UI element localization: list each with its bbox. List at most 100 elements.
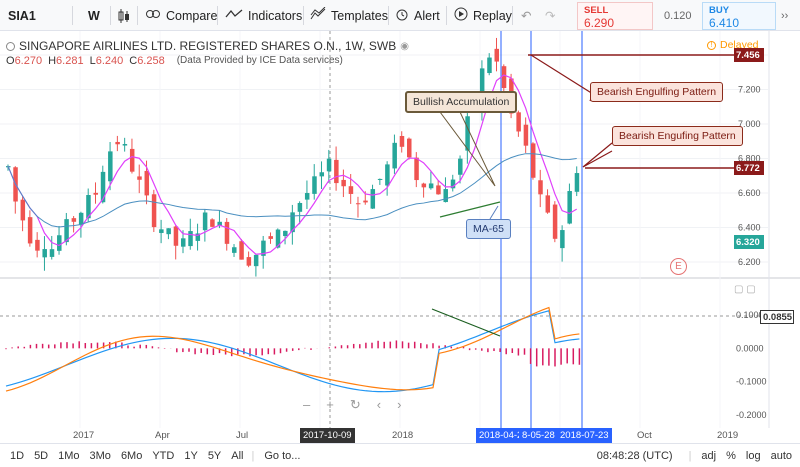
candle-body <box>377 178 383 180</box>
candle-body <box>545 195 551 213</box>
candle-body <box>560 230 565 249</box>
data-provider: (Data Provided by ICE Data services) <box>176 55 343 66</box>
low-value: 6.240 <box>95 55 124 67</box>
time-label-jul: Jul <box>236 430 249 441</box>
ma-fast-line <box>7 74 578 255</box>
range-ytd[interactable]: YTD <box>152 449 175 462</box>
candle-body <box>64 219 69 243</box>
indicators-button[interactable]: Indicators <box>225 0 302 31</box>
close-value: 6.258 <box>137 55 165 67</box>
candle-body <box>210 219 215 227</box>
compare-button[interactable]: Compare <box>145 0 217 31</box>
templates-label: Templates <box>331 8 388 23</box>
candle-body <box>93 192 98 195</box>
bearish-engulfing-callout-1[interactable]: Bearish Engulfing Pattern <box>590 82 724 102</box>
candle-body <box>137 176 142 180</box>
scroll-right-icon[interactable]: › <box>397 397 402 412</box>
candle-body <box>217 221 222 227</box>
buy-button[interactable]: BUY 6.410 <box>702 2 776 30</box>
candle-body <box>407 138 412 158</box>
zoom-out-icon[interactable]: – <box>303 397 311 412</box>
zoom-in-icon[interactable]: + <box>326 397 334 412</box>
range-5d[interactable]: 5D <box>34 449 49 462</box>
ma-65-callout[interactable]: MA-65 <box>466 219 511 239</box>
toolbar-menu-button[interactable]: ›› <box>781 0 788 31</box>
candle-body <box>304 193 310 200</box>
price-tick-label: 6.200 <box>738 257 761 267</box>
percent-toggle[interactable]: % <box>726 449 736 462</box>
candle-body <box>57 235 62 251</box>
bullish-accumulation-callout[interactable]: Bullish Accumulation <box>405 91 518 113</box>
range-all[interactable]: All <box>231 449 244 462</box>
auto-toggle[interactable]: auto <box>770 449 792 462</box>
price-tick-label: 6.600 <box>738 188 761 198</box>
candle-body <box>35 239 40 251</box>
reset-icon[interactable]: ↻ <box>349 397 361 412</box>
open-label: O <box>6 55 15 67</box>
candle-body <box>501 66 507 89</box>
range-5y[interactable]: 5Y <box>207 449 222 462</box>
range-3mo[interactable]: 3Mo <box>89 449 111 462</box>
candle-body <box>115 141 120 145</box>
undo-button[interactable]: ↶ <box>521 0 531 31</box>
candle-body <box>129 148 135 172</box>
candle-body <box>261 240 266 256</box>
price-tag-last: 6.320 <box>734 235 764 249</box>
symbol-search[interactable]: SIA1 <box>8 0 36 31</box>
candle-body <box>246 257 252 266</box>
chart-type-button[interactable] <box>117 0 131 31</box>
candle-body <box>567 191 572 224</box>
maximize-icon[interactable]: ▢ <box>734 284 744 295</box>
eye-icon[interactable]: ◉ <box>400 40 409 52</box>
undo-icon: ↶ <box>521 9 532 23</box>
templates-button[interactable]: Templates <box>310 0 388 31</box>
compare-icon <box>145 7 161 24</box>
candle-body <box>458 158 463 175</box>
range-1d[interactable]: 1D <box>10 449 25 462</box>
earnings-marker[interactable]: E <box>670 258 687 275</box>
range-6mo[interactable]: 6Mo <box>120 449 143 462</box>
range-1y[interactable]: 1Y <box>184 449 198 462</box>
alert-button[interactable]: Alert <box>395 0 440 31</box>
candle-body <box>312 176 317 194</box>
candle-body <box>334 159 339 184</box>
chevron-right-icon: ›› <box>781 9 789 22</box>
candle-body <box>385 164 390 186</box>
bearish-engulfing-callout-2[interactable]: Bearish Engufing Pattern <box>612 126 743 146</box>
moving-averages <box>7 74 578 255</box>
candle-body <box>443 189 448 203</box>
goto-button[interactable]: Go to... <box>264 449 301 462</box>
indicators-label: Indicators <box>248 8 303 23</box>
candle-body <box>202 212 208 231</box>
adj-toggle[interactable]: adj <box>701 449 717 462</box>
candle-body <box>392 142 397 169</box>
time-axis[interactable]: 2017 Apr Jul 2017-10-09 2018 2018-04-23 … <box>0 428 770 443</box>
scroll-left-icon[interactable]: ‹ <box>376 397 382 412</box>
replay-button[interactable]: Replay <box>454 0 512 31</box>
candle-body <box>122 144 128 146</box>
log-toggle[interactable]: log <box>745 449 761 462</box>
close-pane-icon[interactable]: ▢ <box>746 284 756 295</box>
ma-callout-pointer <box>489 205 499 220</box>
candle-body <box>86 194 91 219</box>
candle-body <box>355 203 361 205</box>
pane-controls[interactable]: ▢ ▢ <box>734 284 756 295</box>
candle-body <box>450 179 456 189</box>
price-tag-high: 7.456 <box>734 48 764 62</box>
high-label: H <box>48 55 57 67</box>
candle-body <box>78 212 84 225</box>
redo-button[interactable]: ↷ <box>545 0 555 31</box>
candle-body <box>538 180 543 195</box>
candle-body <box>465 116 470 151</box>
range-1mo[interactable]: 1Mo <box>58 449 80 462</box>
interval-button[interactable]: W <box>88 0 100 31</box>
candle-body <box>166 228 171 235</box>
candle-body <box>530 143 536 178</box>
time-highlight-3: 8-05-28 <box>519 428 558 443</box>
sell-button[interactable]: SELL 6.290 <box>577 2 653 30</box>
redo-icon: ↷ <box>545 9 556 23</box>
price-tag-resistance: 6.772 <box>734 161 764 175</box>
candle-body <box>487 57 492 74</box>
callout-pointer-2 <box>582 142 613 168</box>
legend-dot-icon <box>6 41 15 51</box>
